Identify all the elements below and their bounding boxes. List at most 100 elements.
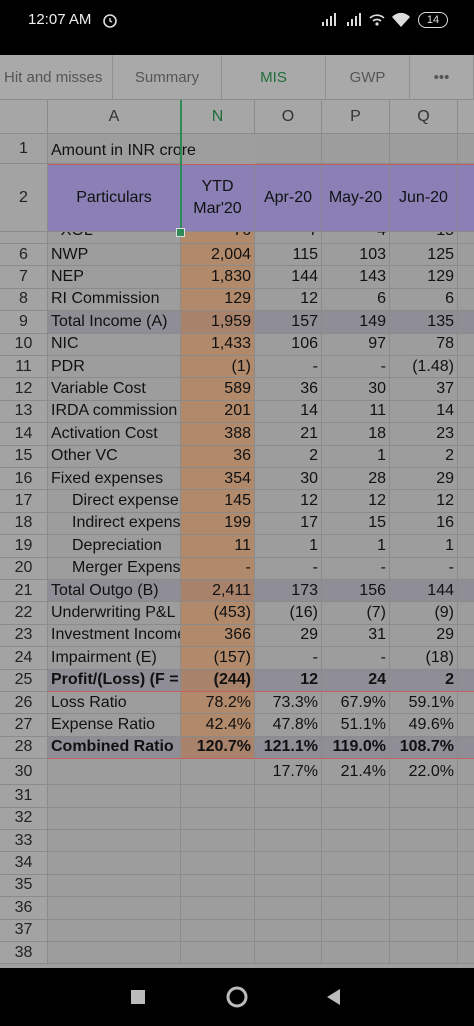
cell[interactable] [458,134,474,164]
home-button[interactable] [226,986,248,1008]
row-label[interactable]: Loss Ratio [48,692,181,715]
cell[interactable]: 129 [181,288,255,312]
row-label[interactable] [48,897,181,920]
back-button[interactable] [327,989,340,1005]
row-number[interactable]: 14 [0,423,48,446]
cell[interactable]: 199 [181,512,255,536]
row-number[interactable]: 13 [0,400,48,424]
row-label[interactable]: Total Income (A) [48,311,181,334]
cell[interactable]: 135 [390,311,458,334]
row-number[interactable]: 27 [0,714,48,737]
cell[interactable]: 1,830 [181,266,255,289]
cell[interactable]: 12 [255,490,322,513]
cell[interactable] [458,830,474,853]
cell[interactable]: 18 [322,423,390,446]
row-label[interactable]: Investment Income [48,624,181,648]
cell[interactable]: 2,411 [181,580,255,603]
row-label[interactable]: Fixed expenses [48,468,181,491]
cell[interactable] [458,378,474,401]
cell[interactable]: 149 [322,311,390,334]
cell[interactable] [458,445,474,468]
cell[interactable] [458,669,474,692]
cell[interactable] [255,830,322,853]
cell[interactable] [458,647,474,670]
cell[interactable] [181,874,255,898]
cell[interactable]: 12 [322,490,390,513]
cell[interactable]: - [181,557,255,580]
cell[interactable] [390,785,458,808]
cell[interactable]: 145 [181,490,255,513]
row-label[interactable]: Profit/(Loss) (F = C [48,669,181,692]
cell[interactable]: 15 [322,512,390,536]
row-number[interactable]: 11 [0,356,48,379]
cell[interactable] [181,897,255,920]
row-label[interactable] [48,852,181,875]
cell[interactable] [181,807,255,830]
cell[interactable]: 49.6% [390,714,458,737]
cell[interactable] [458,557,474,580]
cell[interactable]: 22.0% [390,759,458,786]
cell[interactable]: 11 [322,400,390,424]
cell[interactable]: May-20 [322,164,390,232]
row-number[interactable]: 2 [0,164,48,232]
cell[interactable]: 143 [322,266,390,289]
row-number[interactable]: 1 [0,134,48,164]
cell[interactable] [458,759,474,786]
cell[interactable]: 156 [322,580,390,603]
cell[interactable] [322,830,390,853]
cell[interactable] [322,807,390,830]
row-number[interactable]: 32 [0,807,48,830]
cell[interactable]: 29 [390,468,458,491]
cell[interactable] [458,512,474,536]
cell[interactable] [458,692,474,715]
cell[interactable]: 30 [322,378,390,401]
cell[interactable]: 24 [322,669,390,692]
sheet-tab[interactable]: ••• [410,55,474,100]
cell[interactable]: - [255,647,322,670]
cell[interactable]: 201 [181,400,255,424]
cell[interactable]: 1 [255,535,322,558]
cell[interactable]: 7 [255,232,322,244]
cell[interactable]: (7) [322,602,390,625]
row-number[interactable]: 28 [0,736,48,760]
cell[interactable] [181,942,255,965]
row-label[interactable]: Direct expense [48,490,181,513]
cell[interactable]: 103 [322,244,390,267]
cell[interactable]: (244) [181,669,255,692]
cell[interactable] [390,807,458,830]
cell[interactable] [458,897,474,920]
cell[interactable]: 1 [322,445,390,468]
cell[interactable] [458,244,474,267]
cell[interactable]: 115 [255,244,322,267]
column-header[interactable]: A [48,100,181,134]
cell[interactable] [322,134,390,164]
row-number[interactable]: 18 [0,512,48,536]
cell[interactable]: 6 [390,288,458,312]
cell[interactable]: YTD Mar'20 [181,164,255,232]
row-label[interactable] [48,942,181,965]
cell[interactable] [390,919,458,942]
cell[interactable]: - [322,557,390,580]
cell[interactable] [390,874,458,898]
row-number[interactable]: 38 [0,942,48,965]
row-label[interactable] [48,785,181,808]
cell[interactable] [458,714,474,737]
row-label[interactable]: PDR [48,356,181,379]
cell[interactable]: 121.1% [255,736,322,760]
cell[interactable]: (16) [255,602,322,625]
cell[interactable] [255,807,322,830]
cell[interactable]: 157 [255,311,322,334]
cell[interactable] [458,942,474,965]
cell[interactable] [322,897,390,920]
row-number[interactable]: 33 [0,830,48,853]
cell[interactable]: 29 [390,624,458,648]
row-number[interactable]: 15 [0,445,48,468]
row-label[interactable]: Amount in INR crore [48,134,196,164]
cell[interactable] [458,490,474,513]
cell[interactable]: 4 [322,232,390,244]
cell[interactable]: 28 [322,468,390,491]
cell[interactable]: 36 [255,378,322,401]
cell[interactable]: 21 [255,423,322,446]
cell[interactable] [390,830,458,853]
cell[interactable]: 67.9% [322,692,390,715]
